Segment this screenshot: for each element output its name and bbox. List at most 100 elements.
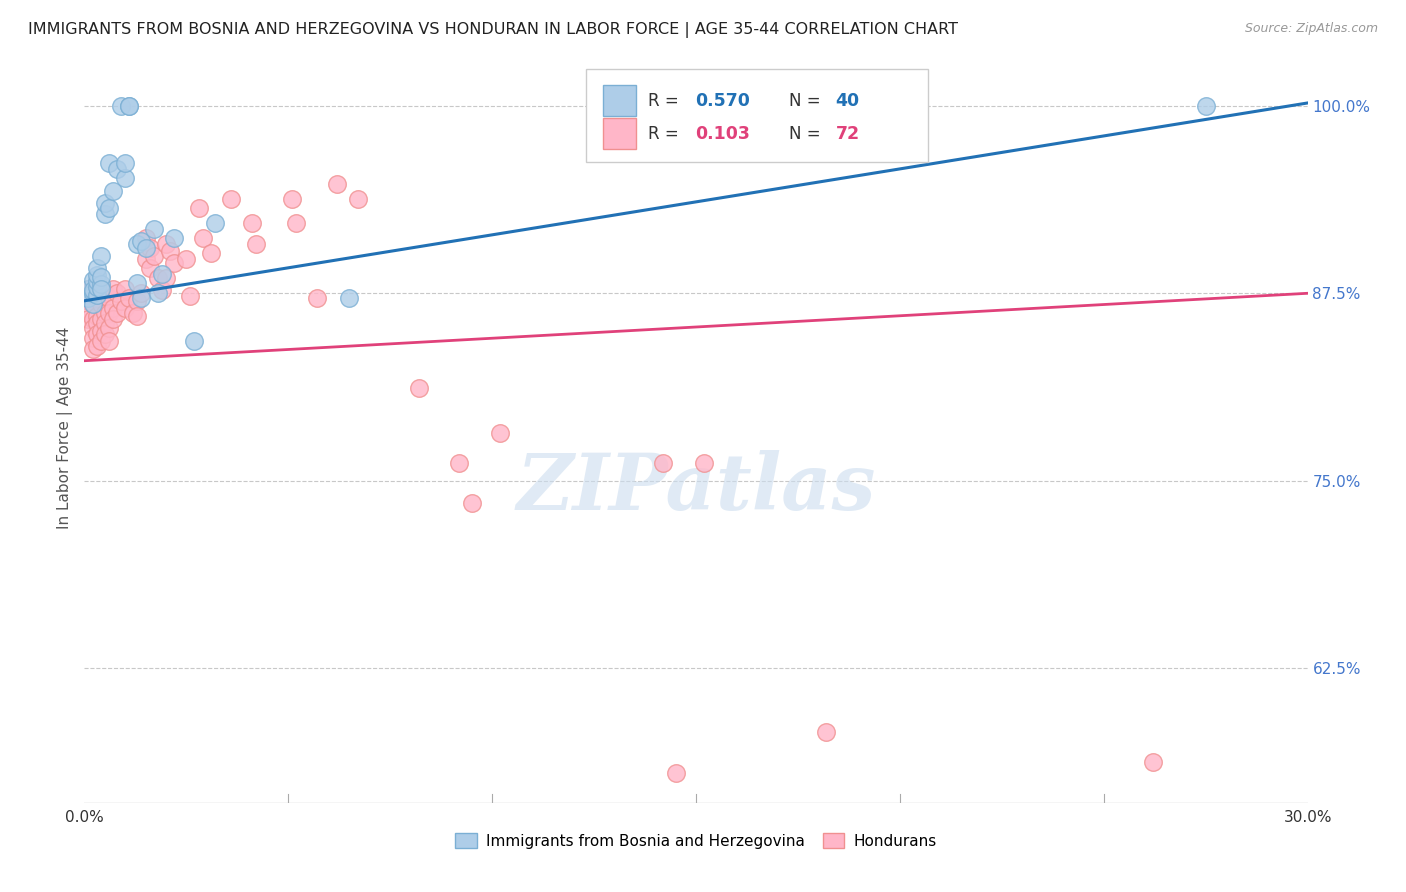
Point: [82, 311, 104, 326]
Point: [135, 241, 157, 255]
Point: [138, 241, 160, 255]
Point: [97, 320, 120, 334]
Text: N =: N =: [789, 92, 825, 110]
Point: [86, 309, 108, 323]
Text: 40: 40: [835, 92, 859, 110]
Point: [114, 170, 136, 185]
Point: [101, 301, 124, 316]
Point: [146, 286, 169, 301]
Point: [93, 286, 115, 301]
Text: ZIPatlas: ZIPatlas: [516, 450, 876, 526]
Point: [82, 297, 104, 311]
Point: [90, 277, 112, 292]
Point: [326, 177, 349, 191]
Point: [97, 201, 120, 215]
Point: [150, 283, 173, 297]
Point: [305, 291, 328, 305]
Point: [191, 231, 214, 245]
Point: [86, 280, 108, 294]
Point: [240, 216, 263, 230]
Point: [652, 456, 675, 470]
Point: [105, 306, 128, 320]
Text: Source: ZipAtlas.com: Source: ZipAtlas.com: [1244, 22, 1378, 36]
Point: [665, 765, 688, 780]
Point: [90, 249, 112, 263]
Point: [97, 156, 120, 170]
Point: [101, 311, 124, 326]
Point: [449, 456, 471, 470]
Text: N =: N =: [789, 125, 825, 143]
Point: [187, 201, 209, 215]
Point: [90, 269, 112, 284]
Point: [281, 192, 304, 206]
Point: [114, 301, 136, 316]
Point: [77, 293, 100, 308]
Point: [110, 99, 132, 113]
Point: [285, 216, 308, 230]
Point: [101, 185, 124, 199]
Point: [163, 231, 186, 245]
Point: [135, 252, 157, 266]
Text: 72: 72: [835, 125, 859, 143]
Point: [127, 309, 149, 323]
Point: [77, 282, 100, 296]
Point: [105, 161, 128, 176]
Point: [86, 291, 108, 305]
Point: [86, 287, 108, 301]
Text: R =: R =: [648, 125, 685, 143]
Point: [97, 306, 120, 320]
Point: [219, 192, 242, 206]
Text: 0.103: 0.103: [695, 125, 749, 143]
Point: [86, 260, 108, 275]
Point: [204, 216, 226, 230]
Point: [135, 231, 157, 245]
Point: [101, 282, 124, 296]
Point: [86, 316, 108, 330]
Point: [146, 271, 169, 285]
Point: [90, 334, 112, 349]
Point: [82, 286, 104, 301]
Point: [706, 99, 728, 113]
Point: [159, 244, 181, 259]
Point: [77, 311, 100, 326]
Point: [90, 297, 112, 311]
Point: [82, 297, 104, 311]
Point: [90, 282, 112, 296]
Point: [82, 320, 104, 334]
Point: [127, 293, 149, 308]
Point: [815, 725, 838, 739]
Point: [489, 425, 512, 440]
Point: [163, 256, 186, 270]
Point: [82, 331, 104, 345]
Point: [122, 306, 145, 320]
Point: [82, 283, 104, 297]
Point: [339, 291, 361, 305]
Point: [461, 496, 484, 510]
Legend: Immigrants from Bosnia and Herzegovina, Hondurans: Immigrants from Bosnia and Herzegovina, …: [449, 828, 943, 855]
Text: R =: R =: [648, 92, 685, 110]
Point: [86, 326, 108, 341]
Point: [86, 268, 108, 283]
Point: [86, 274, 108, 288]
Point: [82, 342, 104, 356]
FancyBboxPatch shape: [603, 118, 636, 150]
Point: [93, 306, 115, 320]
Point: [93, 316, 115, 330]
Point: [93, 326, 115, 341]
Point: [77, 306, 100, 320]
Point: [408, 381, 430, 395]
Point: [97, 334, 120, 349]
Point: [200, 245, 222, 260]
Point: [155, 236, 177, 251]
Point: [82, 273, 104, 287]
Point: [245, 236, 267, 251]
Point: [1195, 99, 1218, 113]
Point: [118, 99, 141, 113]
Point: [86, 339, 108, 353]
Point: [97, 291, 120, 305]
Point: [118, 291, 141, 305]
Point: [142, 222, 165, 236]
Point: [114, 282, 136, 296]
FancyBboxPatch shape: [603, 85, 636, 117]
Point: [183, 334, 205, 349]
